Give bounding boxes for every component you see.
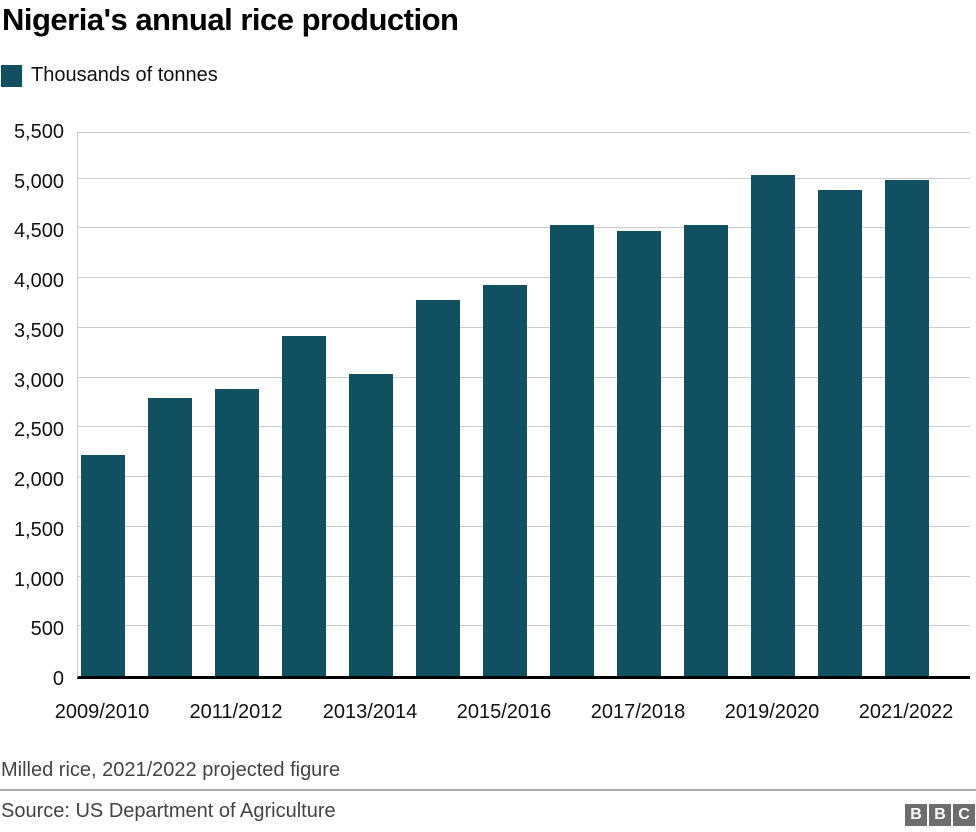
- legend-swatch-icon: [1, 64, 22, 87]
- x-tick-label: 2019/2020: [724, 701, 820, 723]
- gridline: [78, 178, 970, 179]
- y-tick-label: 500: [30, 618, 64, 640]
- y-tick-label: 3,000: [13, 370, 64, 392]
- bar-2015/2016: [483, 285, 527, 676]
- y-tick-label: 1,500: [13, 519, 64, 541]
- bar-2016/2017: [550, 225, 594, 676]
- y-tick-label: 5,000: [13, 171, 64, 193]
- x-tick-label: 2021/2022: [858, 701, 954, 723]
- y-tick-label: 5,500: [13, 121, 64, 143]
- bar-2017/2018: [617, 231, 661, 676]
- bar-2009/2010: [81, 455, 125, 676]
- plot-area: [77, 132, 970, 679]
- y-tick-label: 3,500: [13, 320, 64, 342]
- source-text: Source: US Department of Agriculture: [1, 800, 336, 822]
- x-tick-label: 2017/2018: [590, 701, 686, 723]
- bar-2021/2022: [885, 180, 929, 676]
- chart-footnote: Milled rice, 2021/2022 projected figure: [1, 759, 341, 781]
- legend: Thousands of tonnes: [1, 64, 218, 87]
- x-tick-label: 2011/2012: [189, 701, 283, 723]
- y-tick-label: 4,000: [13, 270, 64, 292]
- y-tick-label: 2,000: [13, 469, 64, 491]
- x-tick-label: 2015/2016: [456, 701, 552, 723]
- gridline: [78, 227, 970, 228]
- bbc-logo-block: B: [905, 804, 927, 826]
- bar-2013/2014: [349, 374, 393, 676]
- bbc-logo-block: C: [953, 804, 975, 826]
- bbc-logo-block: B: [929, 804, 951, 826]
- y-tick-label: 0: [52, 668, 64, 690]
- bar-2011/2012: [215, 389, 259, 676]
- bar-2019/2020: [751, 175, 795, 676]
- legend-label: Thousands of tonnes: [31, 64, 218, 86]
- y-tick-label: 4,500: [13, 220, 64, 242]
- y-tick-label: 2,500: [13, 419, 64, 441]
- x-tick-label: 2013/2014: [322, 701, 418, 723]
- gridline: [78, 277, 970, 278]
- bar-2012/2013: [282, 336, 326, 676]
- bar-2014/2015: [416, 300, 460, 676]
- bar-2018/2019: [684, 225, 728, 676]
- x-tick-label: 2009/2010: [54, 701, 150, 723]
- bar-2010/2011: [148, 398, 192, 676]
- y-tick-label: 1,000: [13, 569, 64, 591]
- footer-divider: [0, 789, 976, 791]
- bar-2020/2021: [818, 190, 862, 676]
- chart-title: Nigeria's annual rice production: [2, 2, 459, 37]
